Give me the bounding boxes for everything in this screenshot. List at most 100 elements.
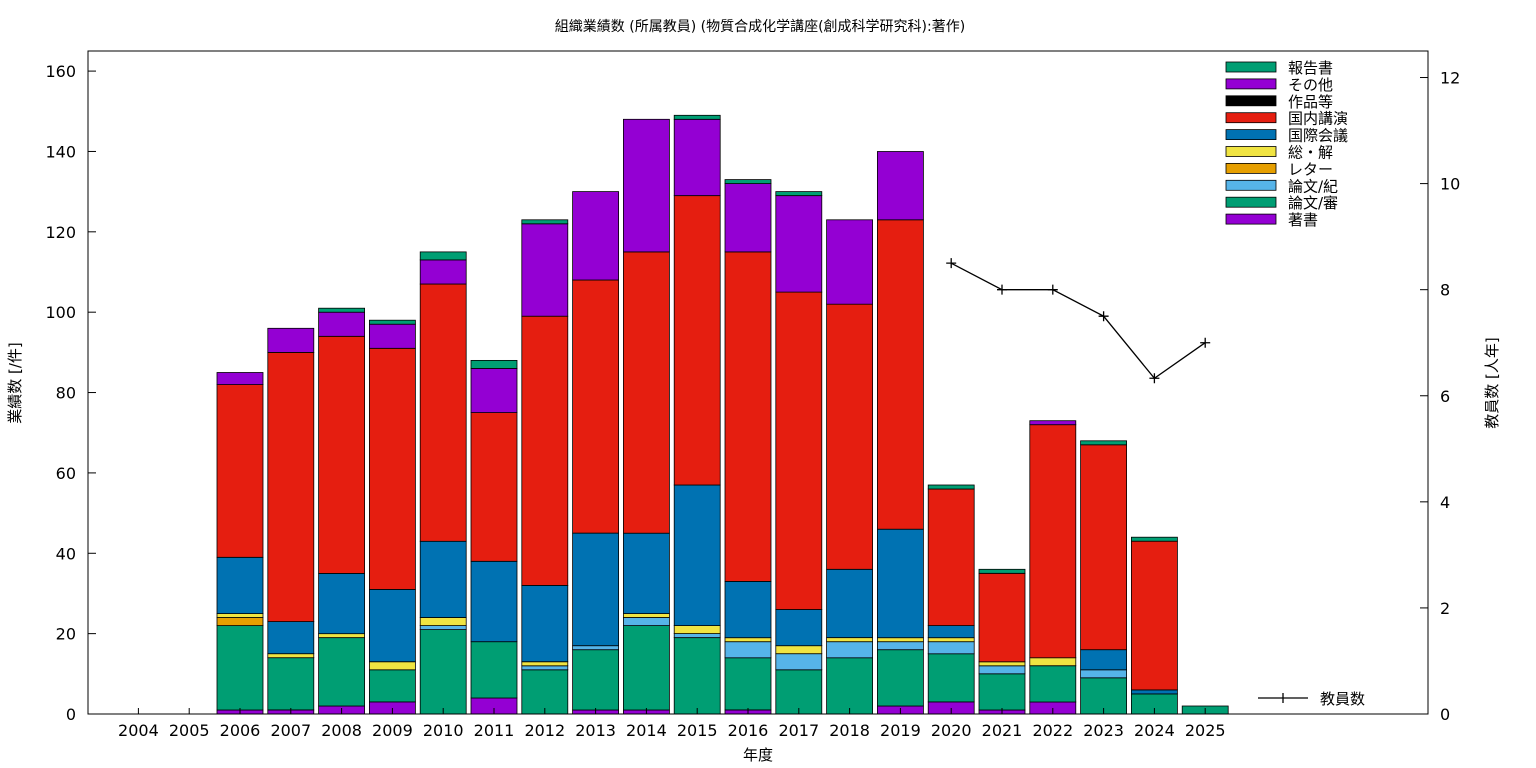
bars-group (216, 114, 1229, 715)
x-tick-label: 2008 (321, 721, 362, 740)
legend-label: 著書 (1288, 211, 1318, 229)
legend-label: 国際会議 (1288, 127, 1348, 145)
bar-segment-2018-1 (826, 657, 873, 715)
bar-segment-2009-4 (368, 661, 416, 671)
bar-segment-2006-5 (216, 556, 264, 614)
bar-segment-2006-1 (216, 625, 264, 711)
y-tick-label: 0 (66, 705, 76, 724)
bar-segment-2010-4 (419, 617, 467, 626)
bar-segment-2016-6 (724, 251, 772, 582)
legend-swatch (1225, 179, 1277, 191)
x-tick-label: 2013 (575, 721, 616, 740)
bar-segment-2014-6 (623, 251, 670, 534)
bar-segment-2006-3 (216, 617, 264, 626)
bar-segment-2016-1 (724, 657, 772, 711)
bar-segment-2020-6 (927, 488, 975, 627)
bar-segment-2012-4 (521, 661, 569, 667)
bar-segment-2015-5 (673, 484, 721, 627)
bar-segment-2020-5 (927, 625, 975, 639)
bar-segment-2012-9 (521, 219, 569, 225)
bar-segment-2017-1 (775, 669, 823, 715)
bar-segment-2024-5 (1131, 689, 1178, 695)
y2-tick-label: 4 (1440, 493, 1450, 512)
x-tick-label: 2022 (1032, 721, 1073, 740)
bar-segment-2018-8 (826, 219, 873, 305)
y2-tick-label: 8 (1440, 281, 1450, 300)
bar-segment-2020-9 (927, 484, 975, 490)
bar-segment-2013-8 (572, 191, 619, 281)
legend-label: 論文/審 (1288, 194, 1338, 212)
bar-segment-2012-1 (521, 669, 569, 715)
bar-segment-2019-4 (877, 637, 924, 643)
bar-segment-2013-2 (572, 645, 619, 651)
bar-segment-2015-2 (673, 633, 721, 638)
legend-swatch (1225, 162, 1277, 174)
bar-segment-2016-5 (724, 581, 772, 639)
y-axis-title: 業績数 [/件] (6, 342, 24, 424)
line-point (997, 284, 1007, 295)
bar-segment-2009-1 (368, 669, 416, 703)
bar-segment-2007-4 (267, 653, 315, 659)
y-tick-label: 80 (56, 384, 76, 403)
bar-segment-2017-2 (775, 653, 823, 671)
x-tick-label: 2011 (474, 721, 515, 740)
bar-segment-2019-2 (877, 641, 924, 651)
bar-segment-2019-8 (877, 151, 924, 221)
bar-segment-2010-1 (419, 629, 467, 715)
y-tick-label: 40 (56, 544, 76, 563)
bar-segment-2011-9 (470, 359, 518, 369)
x-tick-label: 2025 (1185, 721, 1226, 740)
bar-segment-2015-1 (673, 637, 721, 715)
bar-segment-2011-8 (470, 367, 518, 413)
axes-group: 0 20 40 60 80 100 120 140 160 0 2 4 6 8 10 12 2004 2005 20… (45, 62, 1460, 740)
bar-segment-2022-1 (1029, 665, 1077, 703)
y-tick-label: 60 (56, 464, 76, 483)
y-tick-label: 20 (56, 625, 76, 644)
legend-swatch (1225, 61, 1277, 73)
bar-segment-2017-8 (775, 195, 823, 293)
line-series-teachers (950, 262, 1206, 380)
y2-tick-label: 6 (1440, 387, 1450, 406)
bar-segment-2007-8 (267, 327, 315, 353)
y2-tick-label: 12 (1440, 69, 1460, 88)
bar-segment-2015-8 (673, 118, 721, 197)
legend-swatch (1225, 112, 1277, 124)
bar-segment-2022-8 (1029, 420, 1077, 426)
legend-swatch (1225, 95, 1277, 107)
bar-segment-2007-1 (267, 657, 315, 711)
bar-segment-2010-2 (419, 625, 467, 630)
x-tick-label: 2017 (778, 721, 819, 740)
bar-segment-2023-9 (1080, 440, 1127, 446)
bar-segment-2017-9 (775, 191, 823, 197)
bar-segment-2023-2 (1080, 669, 1127, 679)
bar-segment-2009-6 (368, 347, 416, 590)
x-tick-label: 2024 (1134, 721, 1175, 740)
bar-segment-2010-9 (419, 251, 467, 261)
x-tick-label: 2019 (880, 721, 921, 740)
bar-segment-2018-6 (826, 303, 873, 570)
y-tick-label: 120 (45, 223, 76, 242)
bar-segment-2012-5 (521, 585, 569, 663)
bar-segment-2020-1 (927, 653, 975, 703)
bar-segment-2009-9 (368, 319, 416, 325)
x-tick-label: 2018 (829, 721, 870, 740)
bar-segment-2008-1 (318, 637, 366, 707)
bar-segment-2008-8 (318, 311, 366, 337)
line-point (1098, 311, 1109, 322)
bar-segment-2017-5 (775, 609, 823, 647)
bar-segment-2021-4 (978, 661, 1026, 667)
bar-segment-2009-8 (368, 323, 416, 349)
legend-swatch (1225, 196, 1277, 208)
bar-segment-2012-6 (521, 315, 569, 586)
bar-segment-2006-4 (216, 613, 264, 618)
legend-swatch (1225, 213, 1277, 225)
bar-segment-2015-6 (673, 195, 721, 486)
bar-segment-2011-6 (470, 412, 518, 562)
bar-segment-2016-8 (724, 183, 772, 253)
bar-segment-2008-4 (318, 633, 366, 638)
legend-label: 総・解 (1288, 144, 1333, 162)
legend-swatch (1225, 78, 1277, 90)
bar-segment-2010-8 (419, 259, 467, 285)
plot-frame (87, 50, 1429, 715)
bar-segment-2023-5 (1080, 649, 1127, 671)
